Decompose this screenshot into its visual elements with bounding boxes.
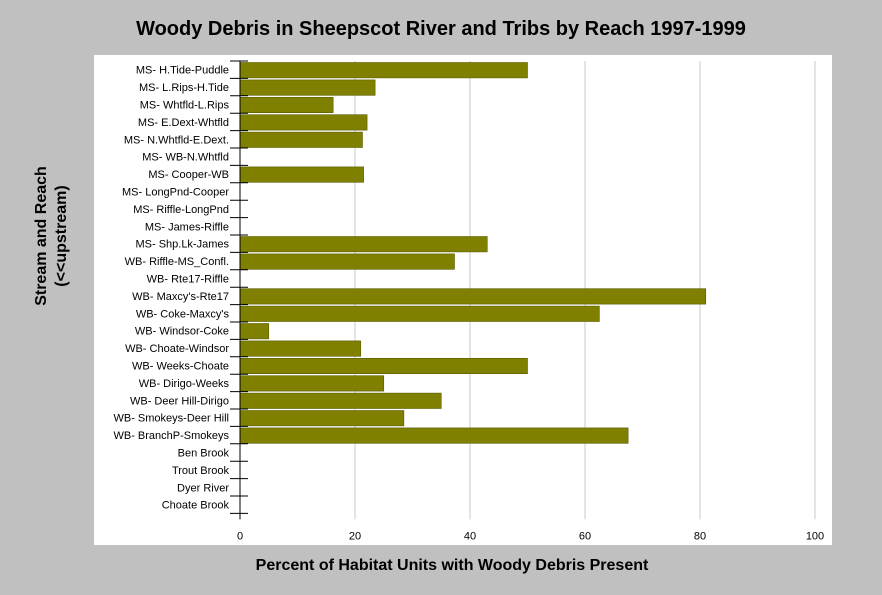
bar: [239, 392, 442, 409]
bar: [239, 166, 364, 183]
category-label: WB- Smokeys-Deer Hill: [113, 413, 229, 425]
category-label: WB- Deer Hill-Dirigo: [130, 395, 229, 407]
bar: [239, 79, 376, 96]
bar: [239, 427, 629, 444]
category-label: Trout Brook: [172, 465, 230, 477]
bar: [239, 288, 707, 305]
category-label: WB- BranchP-Smokeys: [113, 430, 229, 442]
category-label: Dyer River: [177, 482, 229, 494]
x-tick-label: 100: [806, 530, 824, 542]
bar: [239, 410, 405, 427]
bar: [239, 114, 368, 131]
x-tick-label: 0: [237, 530, 243, 542]
category-label: WB- Maxcy's-Rte17: [132, 291, 229, 303]
category-label: WB- Riffle-MS_Confl.: [125, 256, 229, 268]
bar: [239, 253, 455, 270]
category-label: MS- LongPnd-Cooper: [122, 187, 229, 199]
category-label: WB- Choate-Windsor: [125, 343, 229, 355]
x-axis-title: Percent of Habitat Units with Woody Debr…: [255, 557, 649, 574]
category-label: Choate Brook: [162, 500, 230, 512]
bar: [239, 96, 334, 113]
category-label: MS- Cooper-WB: [148, 169, 229, 181]
category-label: WB- Dirigo-Weeks: [139, 378, 230, 390]
category-label: MS- N.Whtfld-E.Dext.: [124, 134, 229, 146]
category-label: MS- L.Rips-H.Tide: [139, 82, 229, 94]
bar: [239, 62, 528, 79]
category-label: WB- Rte17-Riffle: [147, 274, 229, 286]
bar: [239, 236, 488, 253]
category-label: WB- Weeks-Choate: [132, 361, 229, 373]
chart-panel: MS- H.Tide-Puddle MS- L.Rips-H.Tide MS- Wh…: [94, 55, 832, 545]
bar: [239, 323, 270, 340]
plot-area: MS- H.Tide-Puddle MS- L.Rips-H.Tide MS- Wh…: [113, 60, 824, 542]
category-label: WB- Coke-Maxcy's: [136, 308, 230, 320]
category-label: MS- Riffle-LongPnd: [133, 204, 229, 216]
bar: [239, 305, 600, 322]
x-tick-label: 40: [464, 530, 476, 542]
x-tick-label: 20: [349, 530, 361, 542]
y-axis-title-line-1: Stream and Reach: [33, 166, 50, 306]
y-axis-title-line-2: (<<upstream): [53, 185, 70, 287]
bar: [239, 357, 528, 374]
category-label: WB- Windsor-Coke: [135, 326, 229, 338]
category-label: MS- H.Tide-Puddle: [136, 65, 229, 77]
bar: [239, 375, 385, 392]
category-label: MS- Whtfld-L.Rips: [140, 100, 230, 112]
category-label: Ben Brook: [178, 448, 230, 460]
bar: [239, 131, 363, 148]
category-label: MS- E.Dext-Whtfld: [138, 117, 229, 129]
x-tick-label: 80: [694, 530, 706, 542]
category-label: MS- Shp.Lk-James: [135, 239, 229, 251]
category-label: MS- WB-N.Whtfld: [142, 152, 229, 164]
x-tick-label: 60: [579, 530, 591, 542]
chart-title: Woody Debris in Sheepscot River and Trib…: [136, 18, 746, 40]
category-label: MS- James-Riffle: [145, 221, 229, 233]
bar: [239, 340, 362, 357]
